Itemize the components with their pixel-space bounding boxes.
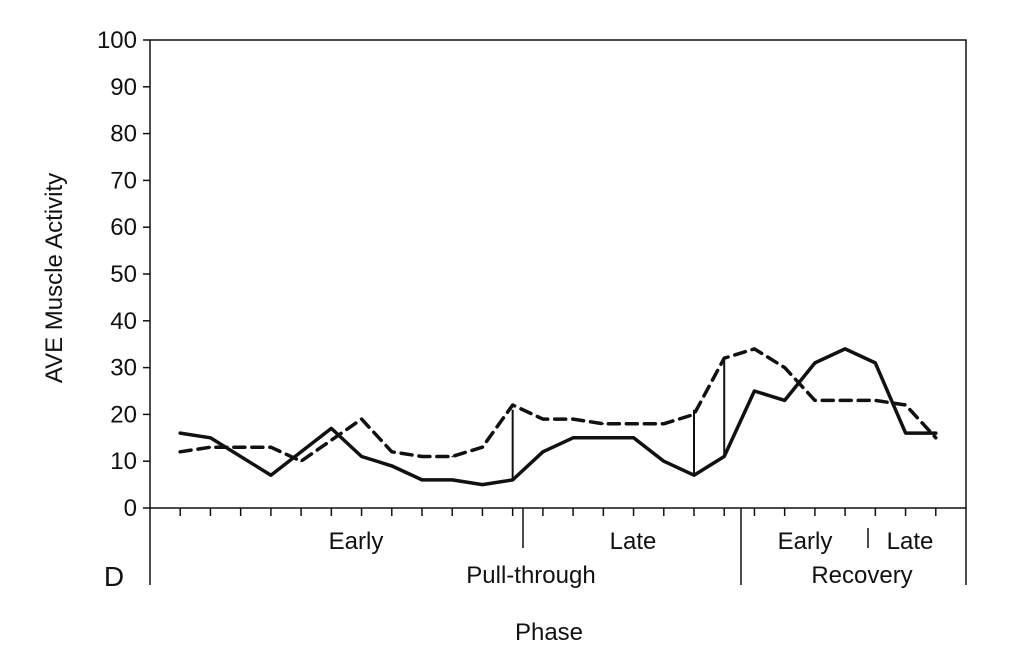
y-tick-label: 0 (124, 495, 137, 522)
dashed-data-point (904, 404, 907, 406)
dashed-data-point (421, 455, 423, 458)
solid-data-point (844, 348, 846, 350)
plot-border (149, 39, 967, 509)
solid-data-point (421, 479, 423, 481)
series-solid-line (178, 347, 938, 487)
dashed-data-point (723, 357, 726, 360)
dashed-data-point (360, 418, 363, 420)
solid-data-point (904, 432, 907, 434)
series-layer (178, 347, 938, 487)
dashed-data-point (814, 399, 816, 402)
panel-letter: D (104, 561, 124, 592)
solid-data-point (753, 390, 756, 392)
dashed-data-point (209, 446, 212, 448)
phase-label-recovery-early: Early (778, 528, 833, 555)
dashed-data-point (783, 366, 786, 369)
y-tick-label: 50 (110, 261, 137, 288)
solid-data-point (814, 362, 816, 364)
dashed-data-point (753, 348, 756, 350)
series-dashed-line (178, 347, 938, 463)
dashed-data-point (542, 418, 544, 420)
y-tick-label: 70 (110, 167, 137, 194)
y-tick-label: 40 (110, 308, 137, 335)
dashed-data-point (390, 451, 393, 453)
solid-data-point (511, 479, 514, 481)
vertical-markers (511, 358, 726, 480)
y-tick-label: 20 (110, 401, 137, 428)
dashed-data-point (270, 446, 272, 448)
phase-label-recovery-late: Late (887, 528, 934, 555)
y-axis-title: AVE Muscle Activity (41, 173, 68, 383)
solid-data-point (390, 465, 393, 467)
solid-data-point (934, 432, 937, 434)
dashed-data-point (179, 451, 182, 453)
dashed-data-point (451, 455, 454, 458)
solid-data-point (481, 483, 484, 486)
dashed-data-point (481, 446, 484, 448)
dashed-data-point (300, 460, 302, 463)
phase-group-pull-through: Pull-through (466, 562, 595, 589)
x-axis-title: Phase (515, 619, 583, 646)
solid-data-point (632, 437, 635, 439)
dashed-data-point (874, 399, 877, 402)
dashed-data-point (632, 422, 635, 425)
solid-data-point (572, 437, 574, 439)
dashed-data-point (572, 418, 574, 420)
phase-group-recovery: Recovery (811, 562, 912, 589)
solid-data-point (360, 455, 363, 458)
y-tick-label: 100 (97, 27, 137, 54)
dashed-data-point (662, 422, 665, 425)
plot-frame (149, 39, 967, 509)
solid-data-point (330, 427, 333, 430)
y-tick-label: 80 (110, 121, 137, 148)
x-axis-ticks (179, 508, 937, 516)
solid-data-point (451, 479, 454, 481)
solid-data-point (723, 455, 726, 458)
solid-data-point (874, 362, 877, 364)
dashed-data-point (602, 422, 605, 425)
solid-data-point (662, 460, 665, 463)
solid-data-point (209, 437, 212, 439)
solid-data-point (179, 432, 182, 434)
solid-data-point (783, 399, 786, 402)
dashed-data-point (511, 404, 514, 406)
dashed-data-point (693, 413, 695, 416)
dashed-data-point (844, 399, 846, 402)
y-tick-label: 30 (110, 355, 137, 382)
phase-label-pull-early: Early (329, 528, 384, 555)
solid-data-point (270, 474, 272, 477)
y-tick-label: 60 (110, 214, 137, 241)
y-tick-label: 90 (110, 74, 137, 101)
dashed-data-point (934, 437, 937, 439)
phase-label-pull-late: Late (610, 528, 657, 555)
y-axis-ticks: 0 10 20 30 40 50 60 70 80 90 100 (97, 27, 150, 522)
phase-dividers (149, 508, 967, 585)
solid-data-point (542, 451, 544, 453)
solid-data-point (602, 437, 605, 439)
y-tick-label: 10 (110, 448, 137, 475)
solid-data-point (693, 474, 695, 477)
